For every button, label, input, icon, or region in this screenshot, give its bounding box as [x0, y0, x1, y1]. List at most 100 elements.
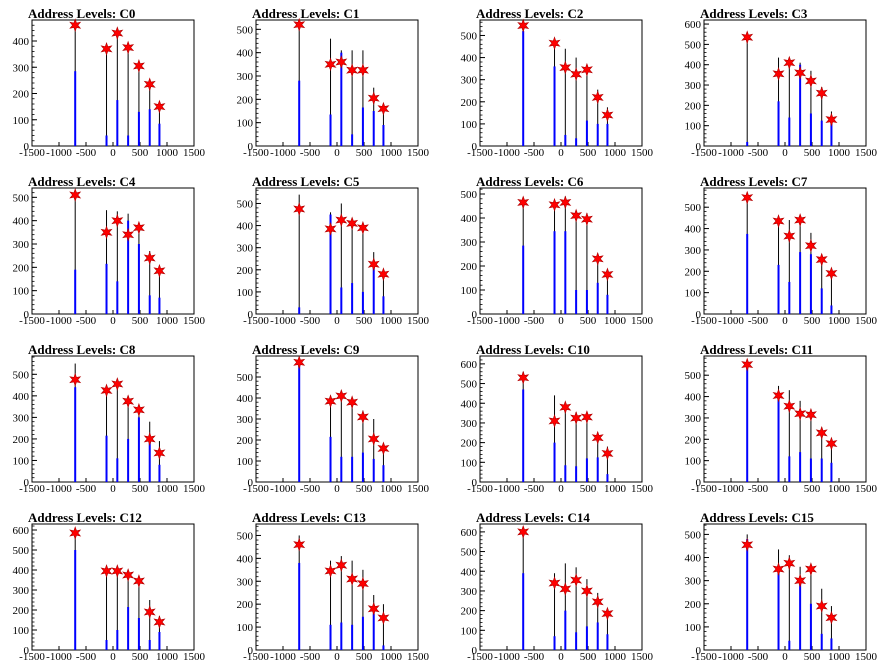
peak-marker [794, 65, 807, 80]
y-tick-label: 500 [13, 545, 30, 557]
y-tick-label: 400 [13, 216, 30, 228]
bar [298, 80, 301, 146]
peak-marker [69, 526, 82, 540]
bar [606, 634, 609, 650]
peak-marker [548, 414, 561, 428]
bar [127, 438, 130, 482]
peak-marker [783, 229, 796, 243]
x-tick-label: 1500 [407, 315, 430, 327]
x-tick-label: 500 [132, 147, 149, 159]
bar [820, 458, 823, 482]
chart-title: Address Levels: C12 [28, 510, 142, 525]
bar [105, 135, 108, 146]
peak-marker [100, 225, 113, 240]
peak-marker [346, 395, 359, 410]
x-tick-label: -500 [76, 147, 97, 159]
x-tick-label: 1000 [380, 315, 403, 327]
peak-marker [825, 266, 838, 281]
bar [148, 109, 151, 146]
peak-marker [143, 432, 156, 446]
y-tick-label: 100 [237, 287, 254, 299]
x-tick-label: 1500 [183, 147, 206, 159]
peak-marker [825, 610, 838, 625]
bar [788, 281, 791, 314]
plot-frame [255, 19, 419, 147]
peak-marker [794, 213, 807, 227]
x-tick-label: -1000 [46, 315, 72, 327]
peak-marker [335, 55, 348, 69]
peak-marker [153, 263, 166, 278]
y-tick-label: 400 [461, 53, 478, 65]
bar [137, 111, 140, 146]
peak-marker [356, 220, 369, 235]
y-tick-label: 200 [13, 605, 30, 617]
peak-marker [100, 383, 113, 398]
x-tick-label: 0 [782, 651, 788, 663]
y-tick-label: 0 [696, 477, 702, 489]
y-tick-label: 300 [13, 412, 30, 424]
x-tick-label: 0 [782, 147, 788, 159]
bar [575, 138, 578, 146]
bar [361, 291, 364, 314]
bar [746, 141, 749, 146]
chart-svg: 0 100 200 300 400 500 -1500 -1000 -500 0 500 1000 15… [13, 187, 206, 327]
y-tick-label: 500 [237, 530, 254, 542]
y-tick-label: 0 [696, 645, 702, 657]
peak-marker [783, 556, 796, 571]
bar [74, 387, 77, 482]
bar [777, 398, 780, 482]
bar [116, 630, 119, 650]
y-tick-label: 0 [472, 309, 478, 321]
x-tick-label: -1500 [467, 651, 493, 663]
bar [820, 633, 823, 650]
chart-panel: Address Levels: C14 0 100 200 300 400 500 600 -1… [448, 504, 672, 672]
x-tick-label: 1500 [631, 147, 654, 159]
bar [351, 624, 354, 650]
y-tick-label: 400 [461, 566, 478, 578]
x-tick-label: 1500 [407, 483, 430, 495]
chart-panel: Address Levels: C1 0 100 200 300 400 500 -1500-… [224, 0, 448, 168]
bar [746, 539, 749, 650]
peak-marker [324, 57, 337, 72]
peak-marker [367, 91, 380, 106]
plot-frame [703, 19, 867, 147]
bar [777, 101, 780, 146]
y-tick-label: 300 [237, 71, 254, 83]
bar [137, 618, 140, 650]
bar [777, 569, 780, 650]
x-tick-label: 500 [580, 483, 597, 495]
chart-svg: 0 100 200 300 400 500 -1500 -1000 -500 0 500 1000 15… [685, 187, 878, 327]
x-tick-label: 1500 [855, 147, 878, 159]
peak-marker [517, 524, 530, 539]
y-tick-label: 300 [237, 576, 254, 588]
peak-marker [356, 63, 369, 78]
x-tick-label: -1500 [19, 315, 45, 327]
x-tick-label: 0 [334, 483, 340, 495]
y-tick-label: 200 [461, 606, 478, 618]
y-tick-label: 500 [461, 547, 478, 559]
chart-svg: 0 100 200 300 400 500 -1500 -1000 -500 0 500 1000 15… [461, 18, 654, 159]
x-tick-label: 0 [558, 651, 564, 663]
bar [340, 456, 343, 482]
x-tick-label: -500 [524, 483, 545, 495]
y-tick-label: 400 [237, 48, 254, 60]
y-tick-label: 200 [237, 435, 254, 447]
peak-marker [815, 425, 828, 440]
plot-frame [479, 187, 643, 315]
peak-marker [517, 370, 530, 385]
chart-svg: 0 100 200 300 400 500 600 -1500 -1000 -500 0 500 100… [461, 355, 654, 495]
x-tick-label: 0 [558, 315, 564, 327]
peak-marker [741, 357, 754, 372]
chart-title: Address Levels: C10 [476, 342, 590, 357]
chart-svg: 0 100 200 300 400 500 -1500 -1000 -500 0 500 1000 15… [685, 355, 878, 495]
peak-marker [517, 195, 530, 210]
y-tick-label: 0 [24, 645, 30, 657]
y-tick-label: 0 [248, 645, 254, 657]
x-tick-label: -1000 [494, 147, 520, 159]
x-tick-label: 1000 [828, 315, 851, 327]
bar [746, 366, 749, 482]
bar [575, 632, 578, 650]
chart-title: Address Levels: C6 [476, 174, 584, 189]
x-tick-label: -1000 [718, 147, 744, 159]
chart-panel: Address Levels: C11 0 100 200 300 400 500 -1500… [672, 336, 896, 504]
